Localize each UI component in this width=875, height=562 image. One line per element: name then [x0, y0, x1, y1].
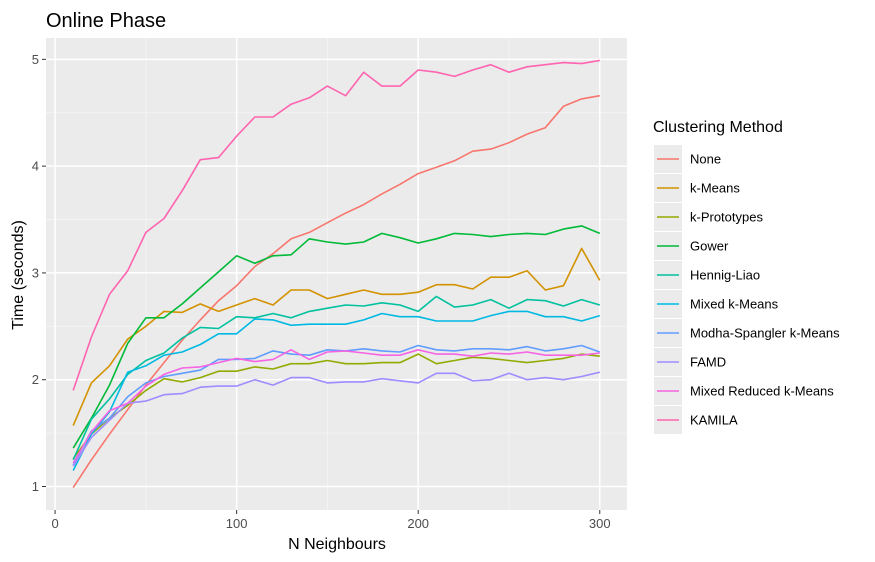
series-line	[72, 295, 601, 461]
y-tick-label: 4	[32, 159, 39, 174]
legend-label: Mixed k-Means	[690, 297, 779, 312]
legend-label: Hennig-Liao	[690, 268, 760, 283]
legend-label: k-Means	[690, 181, 740, 196]
series-line	[72, 348, 600, 464]
series-line	[72, 310, 601, 471]
chart-title: Online Phase	[46, 10, 166, 32]
series-line	[72, 371, 600, 467]
y-axis: 1 2 3 4 5	[32, 52, 46, 494]
x-tick-label: 300	[589, 516, 611, 531]
series-lines	[72, 59, 601, 489]
y-tick-label: 2	[32, 372, 39, 387]
x-tick-label: 0	[51, 516, 58, 531]
y-tick-label: 1	[32, 479, 39, 494]
legend-label: FAMD	[690, 355, 726, 370]
legend: Clustering Method None k-Means k-Prototype…	[653, 119, 840, 434]
series-line	[72, 344, 601, 466]
plot-panel	[46, 38, 627, 510]
y-tick-label: 5	[32, 52, 39, 67]
series-line	[72, 247, 601, 426]
x-tick-label: 200	[407, 516, 429, 531]
x-tick-label: 100	[226, 516, 248, 531]
x-axis: 0 100 200 300	[51, 510, 611, 531]
y-axis-title: Time (seconds)	[10, 220, 27, 330]
x-axis-title: N Neighbours	[288, 536, 386, 553]
series-line	[72, 225, 601, 449]
legend-label: Mixed Reduced k-Means	[690, 384, 834, 399]
series-line	[72, 59, 600, 391]
legend-label: Modha-Spangler k-Means	[690, 326, 840, 341]
series-line	[72, 94, 600, 489]
legend-label: k-Prototypes	[690, 210, 763, 225]
legend-label: None	[690, 152, 721, 167]
legend-label: KAMILA	[690, 413, 738, 428]
series-line	[72, 353, 600, 460]
legend-label: Gower	[690, 239, 729, 254]
y-tick-label: 3	[32, 265, 39, 280]
legend-title: Clustering Method	[653, 119, 783, 136]
